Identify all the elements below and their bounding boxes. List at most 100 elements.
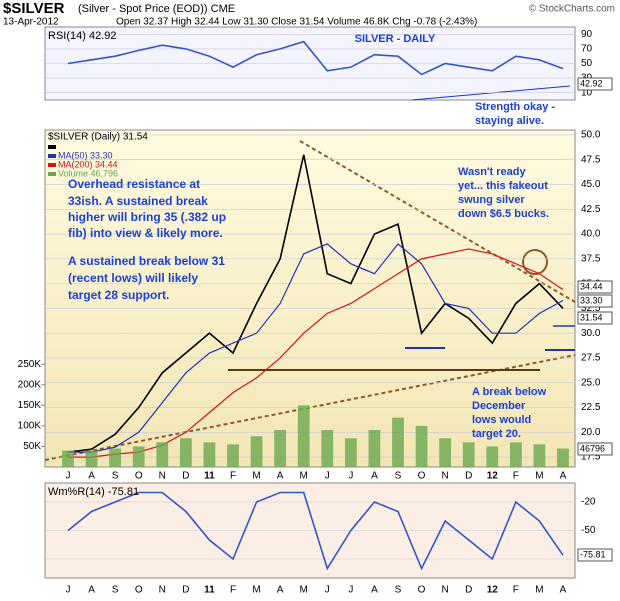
y-tick-label: 40.0 — [581, 229, 601, 240]
value-flag: 42.92 — [580, 78, 603, 88]
x-tick-label: F — [230, 585, 236, 596]
subtitle: (Silver - Spot Price (EOD)) CME — [78, 3, 235, 15]
y2-tick-label: 150K — [18, 400, 42, 411]
annotation: swung silver — [458, 194, 525, 206]
volume-bar — [486, 446, 499, 467]
x-tick-label: N — [159, 585, 166, 596]
y-tick-label: 32.5 — [581, 303, 601, 314]
x-tick-label: M — [535, 471, 543, 482]
y2-tick-label: 100K — [18, 421, 42, 432]
y2-tick-label: 50K — [23, 441, 41, 452]
x-tick-label: S — [395, 585, 402, 596]
legend-entry: MA(50) 33.30 — [58, 150, 113, 160]
x-tick-label: S — [395, 471, 402, 482]
annotation: fib) into view & likely more. — [68, 226, 223, 240]
legend-entry: MA(200) 34.44 — [58, 159, 118, 169]
volume-bar — [227, 444, 239, 467]
credit: © StockCharts.com — [529, 4, 615, 15]
x-tick-label: 11 — [204, 585, 215, 596]
y-tick-label: 45.0 — [581, 179, 601, 190]
volume-bar — [368, 430, 381, 467]
annotation: target 20. — [472, 428, 521, 440]
x-tick-label: O — [418, 471, 426, 482]
x-tick-label: M — [535, 585, 543, 596]
value-flag-box — [577, 280, 613, 294]
x-tick-label: J — [348, 471, 353, 482]
annotation: target 28 support. — [68, 288, 169, 302]
x-tick-label: A — [88, 471, 95, 482]
volume-bar — [321, 430, 334, 467]
legend-swatch — [48, 154, 56, 158]
series-line — [67, 154, 564, 453]
annotation: Overhead resistance at — [68, 177, 200, 191]
x-tick-label: A — [277, 585, 284, 596]
volume-bar — [415, 425, 428, 467]
panel-title: Wm%R(14) -75.81 — [48, 486, 139, 498]
annotation: down $6.5 bucks. — [458, 208, 549, 220]
trend-lines — [44, 85, 576, 461]
y2-tick-label: 200K — [18, 379, 42, 390]
series-line — [67, 491, 564, 571]
volume-bar — [62, 450, 74, 467]
annotation: (recent lows) will likely — [68, 271, 198, 285]
y-tick-label: 27.5 — [581, 353, 601, 364]
x-tick-label: A — [371, 471, 378, 482]
volume-bar — [533, 444, 546, 467]
series-line — [68, 248, 564, 458]
x-tick-label: N — [442, 471, 449, 482]
series-line — [67, 40, 564, 76]
y-tick-label: 37.5 — [581, 253, 601, 264]
x-tick-label: O — [135, 585, 143, 596]
x-tick-label: A — [277, 471, 284, 482]
legend-swatch — [48, 145, 56, 149]
y-tick-label: 70 — [581, 44, 593, 55]
y-tick-label: 42.5 — [581, 204, 601, 215]
x-tick-label: J — [348, 585, 353, 596]
volume-bar — [250, 436, 263, 467]
value-flag-box — [577, 294, 613, 308]
volume-bar — [156, 442, 169, 467]
x-tick-label: D — [182, 471, 189, 482]
annotation: yet... this fakeout — [458, 180, 548, 192]
y-tick-label: 47.5 — [581, 154, 601, 165]
x-tick-label: A — [88, 585, 95, 596]
value-flag-box — [577, 77, 613, 91]
y-tick-label: 17.5 — [581, 452, 601, 463]
annotation: A break below — [472, 386, 547, 398]
x-tick-label: M — [252, 471, 260, 482]
volume-bar — [509, 442, 522, 467]
x-tick-label: J — [325, 471, 330, 482]
annotation: SILVER - DAILY — [355, 33, 436, 45]
series-line — [68, 243, 564, 453]
y-tick-label: 30.0 — [581, 328, 601, 339]
x-tick-label: F — [230, 471, 236, 482]
x-tick-label: 12 — [487, 585, 499, 596]
annotation: staying alive. — [475, 115, 544, 127]
y-tick-label: 90 — [581, 29, 593, 40]
volume-bar — [344, 438, 357, 467]
y-tick-label: 25.0 — [581, 377, 601, 388]
volume-bar — [109, 448, 122, 467]
panel-title: RSI(14) 42.92 — [48, 30, 116, 42]
value-flag: -75.81 — [580, 549, 606, 559]
x-tick-label: O — [135, 471, 143, 482]
x-tick-label: 11 — [204, 471, 215, 482]
x-tick-label: D — [465, 471, 472, 482]
value-flag: 34.44 — [580, 281, 603, 291]
x-tick-label: A — [371, 585, 378, 596]
volume-bar — [462, 442, 475, 467]
x-tick-label: F — [513, 471, 519, 482]
quote: Open 32.37 High 32.44 Low 31.30 Close 31… — [116, 17, 477, 28]
x-tick-label: M — [300, 585, 308, 596]
value-flag: 31.54 — [580, 312, 603, 322]
value-flag-box — [577, 442, 613, 456]
x-tick-label: A — [560, 471, 567, 482]
x-tick-label: D — [182, 585, 189, 596]
y-tick-label: 20.0 — [581, 427, 601, 438]
x-tick-label: F — [513, 585, 519, 596]
x-tick-label: S — [112, 471, 119, 482]
legend-entry: Volume 46,796 — [58, 168, 118, 178]
volume-bar — [274, 430, 287, 467]
y2-tick-label: 250K — [18, 359, 42, 370]
